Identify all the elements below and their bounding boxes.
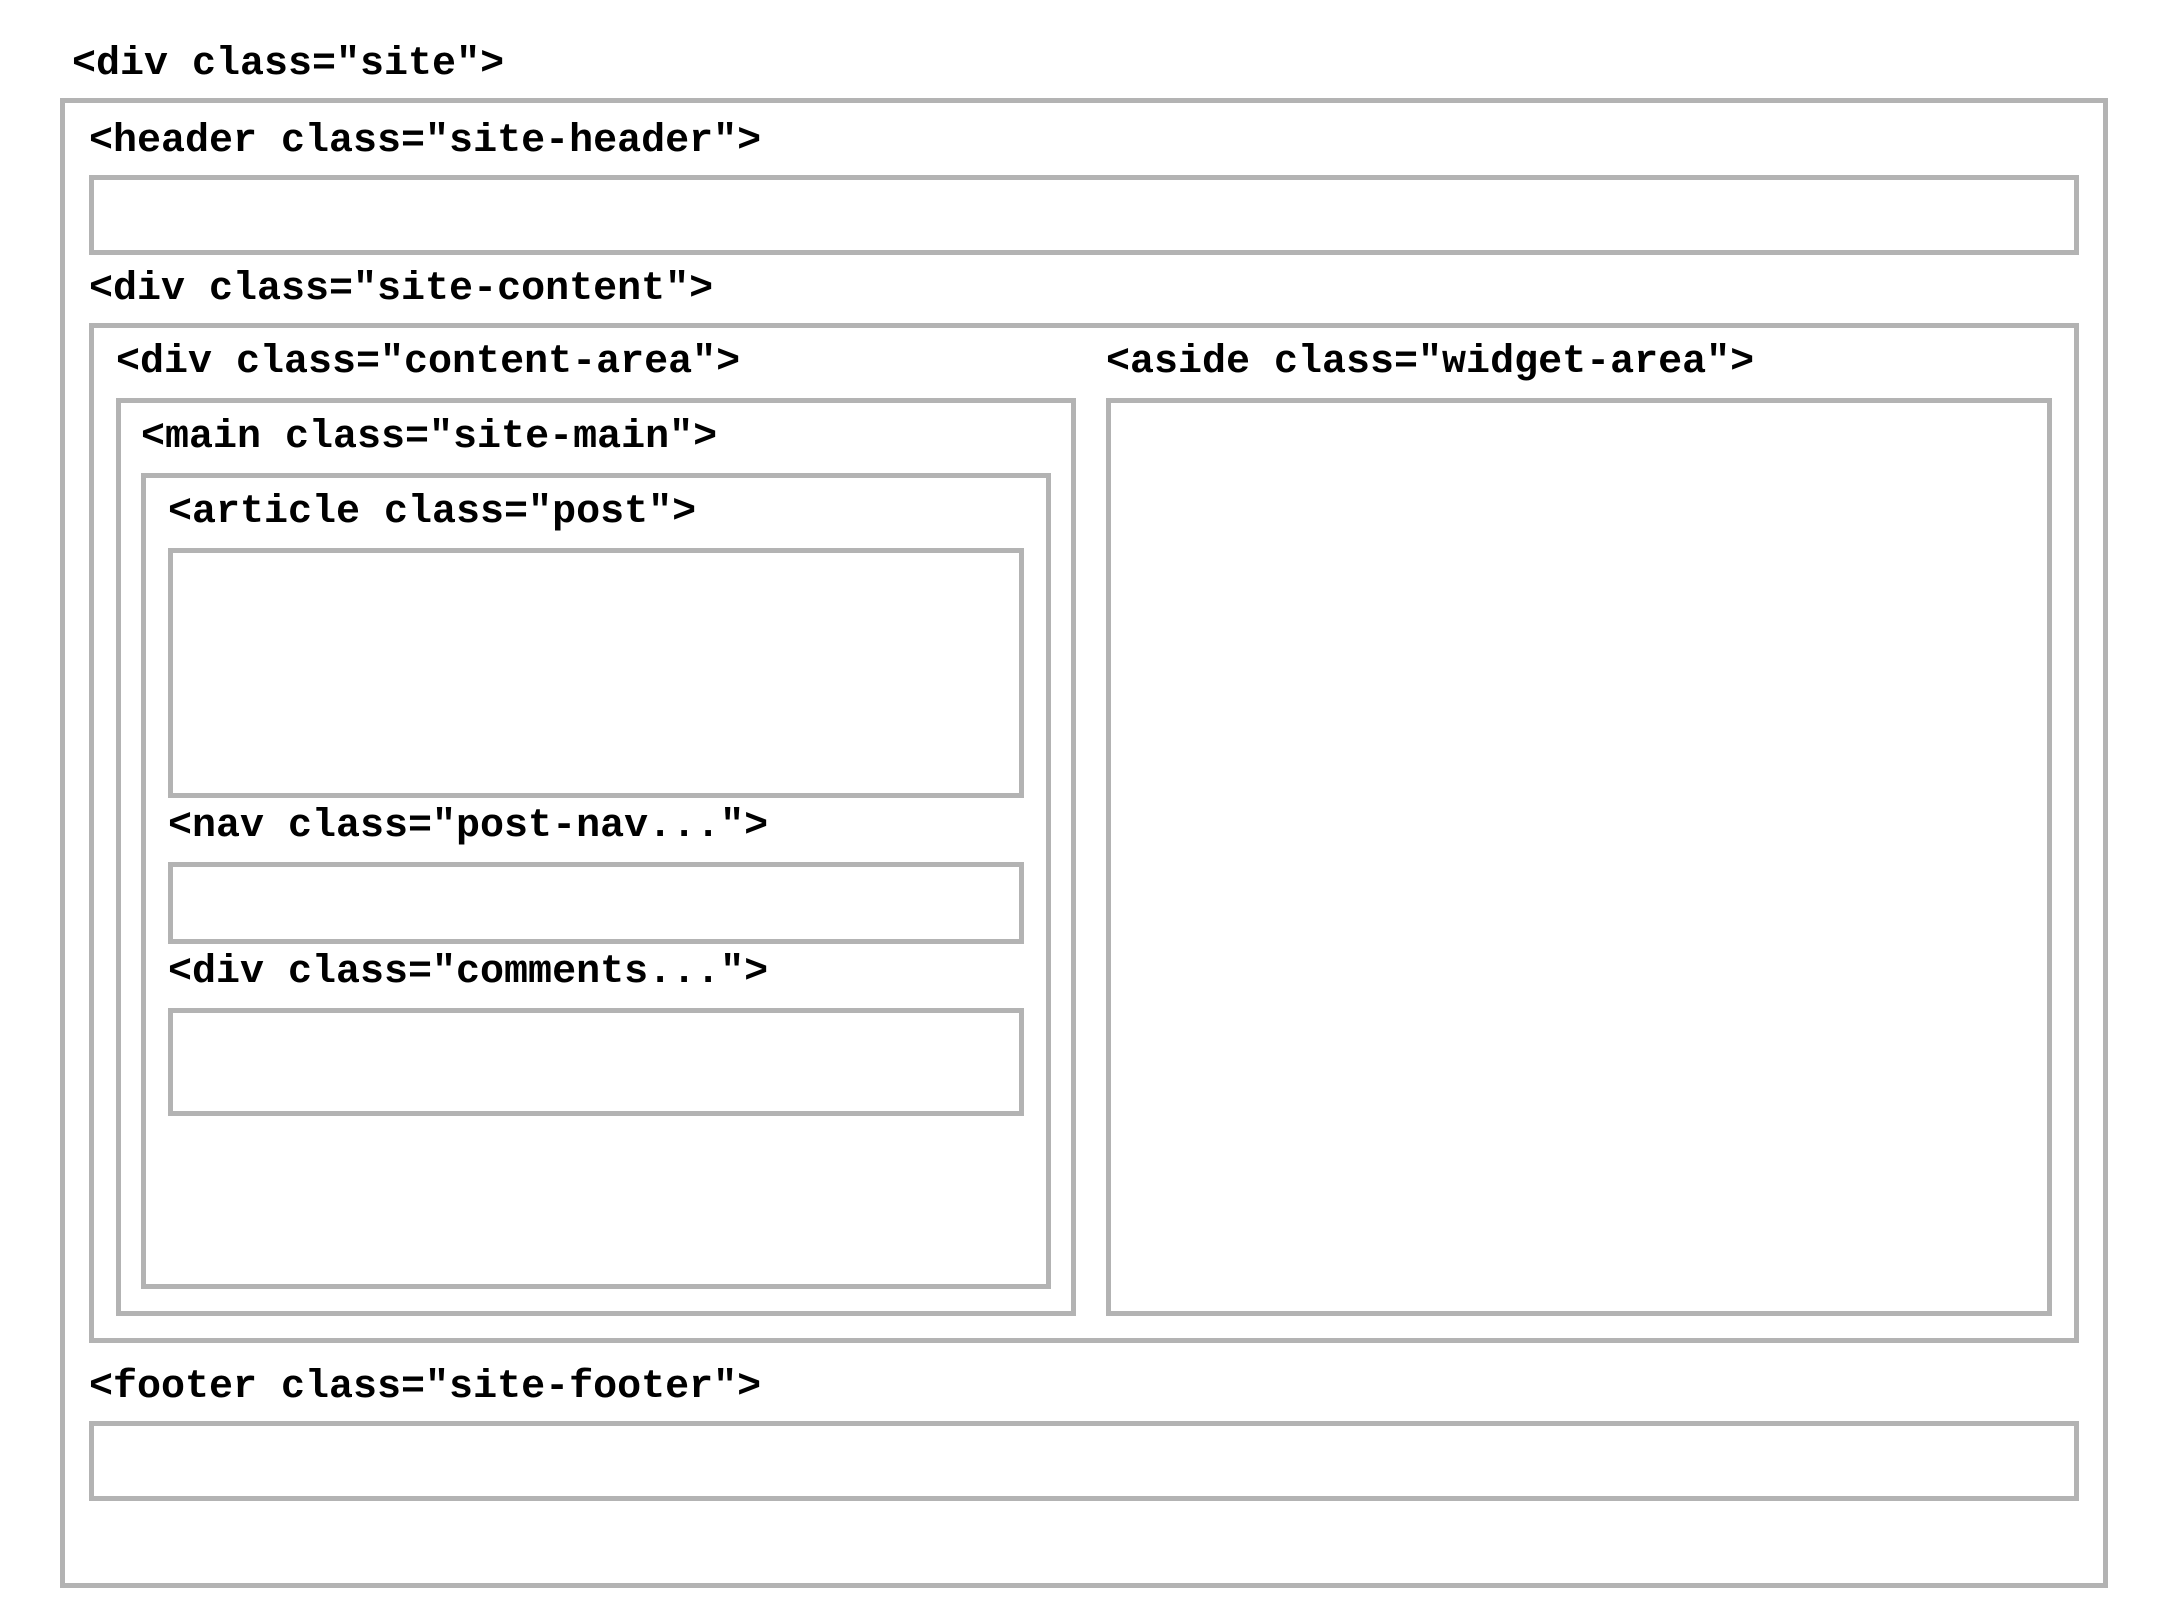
post-nav-box [168,862,1024,944]
site-header-label: <header class="site-header"> [89,117,2079,167]
comments-box [168,1008,1024,1116]
site-header-box [89,175,2079,255]
content-area-box: <main class="site-main"> <article class=… [116,398,1076,1316]
site-main-box: <article class="post"> <nav class="post-… [141,473,1051,1289]
article-box [168,548,1024,798]
widget-area-column: <aside class="widget-area"> [1106,338,2052,1316]
site-label: <div class="site"> [72,40,2108,90]
site-content-columns: <div class="content-area"> <main class="… [116,338,2052,1316]
site-content-box: <div class="content-area"> <main class="… [89,323,2079,1343]
diagram-root: <div class="site"> <header class="site-h… [60,40,2108,1588]
site-footer-label: <footer class="site-footer"> [89,1363,2079,1413]
article-label: <article class="post"> [168,488,1024,538]
column-gap [1076,338,1106,1316]
site-content-label: <div class="site-content"> [89,265,2079,315]
widget-area-label: <aside class="widget-area"> [1106,338,2052,388]
comments-label: <div class="comments..."> [168,948,1024,998]
widget-area-box [1106,398,2052,1316]
post-nav-label: <nav class="post-nav..."> [168,802,1024,852]
site-box: <header class="site-header"> <div class=… [60,98,2108,1588]
site-main-label: <main class="site-main"> [141,413,1051,463]
content-area-label: <div class="content-area"> [116,338,1076,388]
content-area-column: <div class="content-area"> <main class="… [116,338,1076,1316]
site-footer-box [89,1421,2079,1501]
